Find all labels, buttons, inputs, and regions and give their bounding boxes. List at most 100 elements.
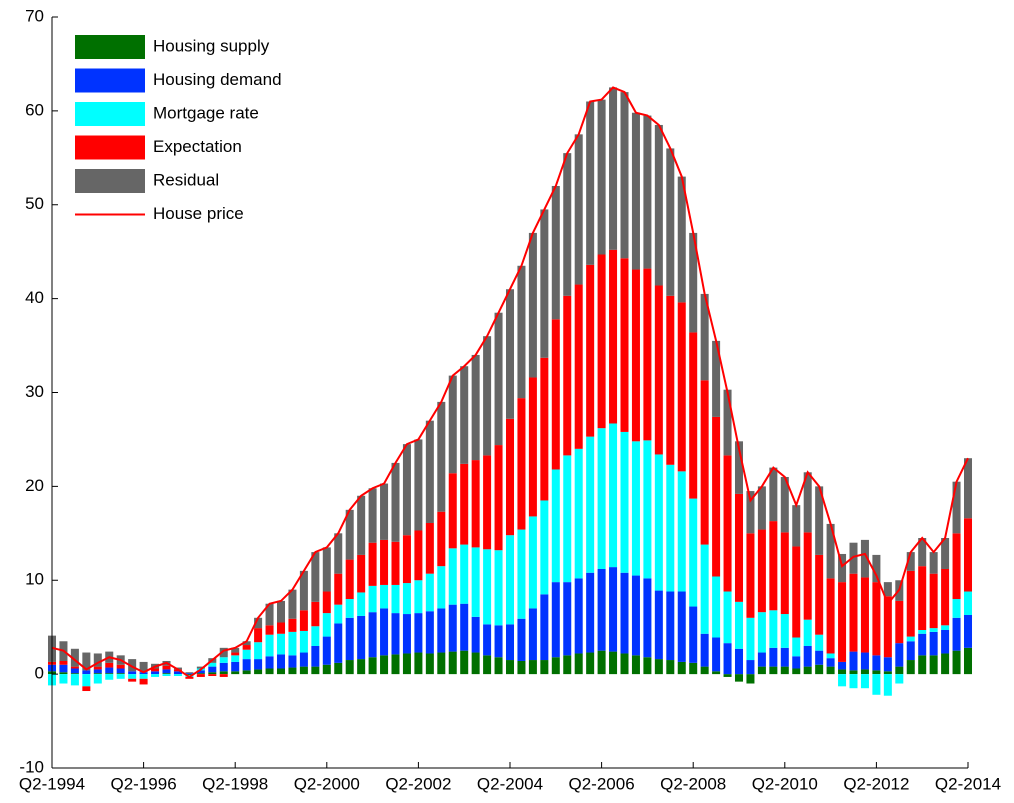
bar-segment [402, 653, 411, 675]
bar-segment [838, 582, 847, 662]
bar-segment [208, 662, 217, 667]
bar-segment [849, 573, 858, 652]
bar-segment [368, 657, 377, 675]
bar-segment [380, 608, 389, 656]
bar-segment [746, 617, 755, 661]
bar-segment [620, 431, 629, 573]
bar-segment [299, 570, 308, 611]
bar-segment [883, 671, 892, 675]
x-tick-label: Q2-2000 [294, 774, 360, 793]
bar-segment [666, 295, 675, 465]
bar-segment [712, 340, 721, 417]
bar-segment [242, 649, 251, 660]
bar-segment [173, 674, 182, 677]
bar-segment [883, 674, 892, 696]
y-tick-label: 30 [25, 382, 44, 401]
bar-segment [963, 591, 973, 615]
bar-segment [574, 578, 583, 654]
bar-segment [288, 667, 297, 675]
bar-segment [82, 652, 91, 671]
bar-segment [105, 667, 114, 674]
bar-segment [586, 572, 595, 653]
y-tick-label: -10 [19, 757, 44, 776]
bar-segment [780, 476, 789, 533]
bar-segment [666, 591, 675, 661]
bar-segment [826, 578, 835, 654]
legend-label: House price [153, 204, 244, 223]
bar-segment [242, 645, 251, 650]
bar-segment [826, 653, 835, 659]
bar-segment [368, 585, 377, 613]
bar-segment [838, 553, 847, 583]
bar-segment [826, 523, 835, 579]
bar-segment [483, 655, 492, 675]
bar-segment [185, 672, 194, 674]
bar-segment [620, 572, 629, 654]
bar-segment [666, 464, 675, 592]
bar-segment [860, 539, 869, 578]
bar-segment [505, 624, 515, 661]
bar-segment [528, 660, 537, 675]
bar-segment [437, 608, 446, 653]
bar-segment [517, 660, 526, 675]
bar-segment [208, 666, 217, 673]
bar-segment [734, 674, 744, 682]
bar-segment [689, 332, 698, 499]
bar-segment [815, 486, 824, 555]
bar-segment [414, 580, 423, 614]
bar-segment [860, 669, 869, 675]
legend: Housing supply Housing demand Mortgage rat… [75, 35, 282, 223]
bar-segment [494, 312, 503, 446]
bar-segment [162, 665, 171, 670]
bar-segment [471, 354, 480, 461]
bar-segment [460, 463, 469, 545]
bar-segment [883, 596, 892, 658]
bar-segment [528, 516, 537, 609]
bar-segment [769, 610, 778, 648]
bar-segment [586, 436, 595, 573]
bar-segment [322, 547, 331, 592]
bar-segment [219, 662, 228, 672]
bar-segment [883, 657, 892, 672]
bar-segment [299, 652, 308, 667]
bar-segment [93, 674, 102, 684]
bar-segment [906, 570, 915, 637]
bar-segment [757, 529, 766, 613]
bar-segment [631, 575, 640, 656]
bar-segment [276, 633, 286, 655]
bar-segment [597, 99, 606, 255]
bar-segment [929, 552, 938, 574]
y-tick-label: 0 [35, 664, 44, 683]
bar-segment [105, 673, 114, 675]
bar-segment [357, 659, 366, 675]
bar-segment [505, 289, 515, 419]
bar-segment [391, 541, 400, 585]
bar-segment [59, 660, 68, 665]
bar-segment [173, 671, 182, 675]
bar-segment [780, 532, 789, 615]
bar-segment [700, 633, 709, 667]
bar-segment [70, 674, 79, 686]
bar-segment [116, 674, 125, 679]
bar-segment [299, 666, 308, 675]
bar-segment [803, 645, 812, 667]
bar-segment [918, 633, 927, 656]
bar-segment [437, 652, 446, 675]
bar-segment [345, 559, 354, 600]
bar-segment [700, 380, 709, 545]
bar-segment [746, 491, 755, 534]
bar-segment [528, 608, 537, 661]
bar-segment [59, 672, 68, 675]
bar-segment [196, 670, 205, 674]
bar-segment [254, 617, 263, 629]
legend-label: Residual [153, 170, 219, 189]
y-tick-label: 40 [25, 288, 44, 307]
bar-segment [322, 613, 331, 637]
bar-segment [746, 660, 755, 675]
bar-segment [643, 268, 652, 441]
bar-segment [574, 284, 583, 449]
bar-segment [792, 546, 801, 638]
bar-segment [162, 669, 171, 674]
bar-segment [334, 623, 343, 663]
bar-segment [93, 673, 102, 675]
